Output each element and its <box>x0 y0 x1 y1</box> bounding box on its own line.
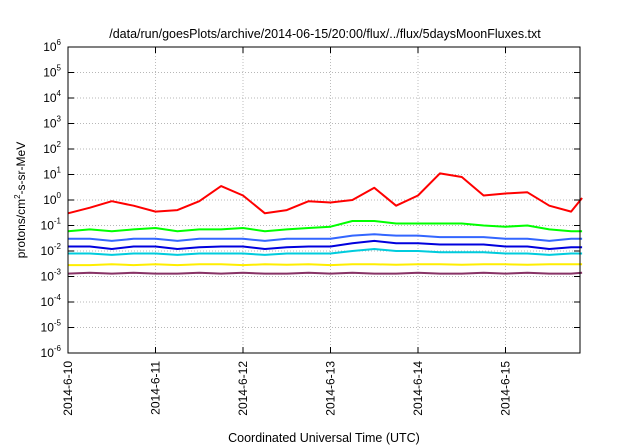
y-tick-label: 10-5 <box>41 319 62 335</box>
x-tick-label: 2014-6-10 <box>61 361 75 416</box>
y-tick-label: 100 <box>43 191 61 207</box>
y-tick-label: 105 <box>43 64 61 80</box>
y-axis-label-rest: -s-sr-MeV <box>14 142 28 195</box>
y-tick-label-base: 10 <box>41 244 55 258</box>
series-group <box>67 172 583 275</box>
grid <box>67 46 580 354</box>
y-axis-label: protons/cm2-s-sr-MeV <box>13 142 28 258</box>
y-tick-label: 10-2 <box>41 242 62 258</box>
series-line-6 <box>68 263 583 267</box>
y-tick-label-exp: 2 <box>57 140 62 149</box>
ticks: 10-610-510-410-310-210-11001011021031041… <box>41 38 580 416</box>
y-tick-label: 10-4 <box>41 293 62 309</box>
y-tick-label-exp: -2 <box>54 242 62 251</box>
y-tick-label-exp: 1 <box>57 166 62 175</box>
y-tick-label: 103 <box>43 115 61 131</box>
series-line-5 <box>68 248 583 256</box>
y-tick-label: 102 <box>43 140 61 156</box>
y-tick-label-exp: 5 <box>57 64 62 73</box>
series-line-7 <box>67 271 583 275</box>
series-line-3 <box>68 233 583 242</box>
y-tick-label-exp: 3 <box>57 115 62 124</box>
y-tick-label: 10-6 <box>41 344 62 360</box>
x-tick-label: 2014-6-13 <box>324 361 338 416</box>
y-tick-label-base: 10 <box>41 270 55 284</box>
y-tick-label-base: 10 <box>43 117 57 131</box>
x-tick-label: 2014-6-11 <box>149 361 163 415</box>
x-tick-label: 2014-6-15 <box>499 361 513 416</box>
y-tick-label-base: 10 <box>41 219 55 233</box>
x-axis-label: Coordinated Universal Time (UTC) <box>228 431 420 445</box>
y-tick-label-base: 10 <box>43 66 57 80</box>
x-tick-label: 2014-6-12 <box>236 361 250 416</box>
y-tick-label: 104 <box>43 89 61 105</box>
y-tick-label-exp: 6 <box>57 38 62 47</box>
y-tick-label-base: 10 <box>43 193 57 207</box>
y-tick-label-exp: -6 <box>54 344 62 353</box>
y-axis-label-sup: 2 <box>13 194 22 199</box>
y-tick-label: 10-3 <box>41 268 62 284</box>
y-tick-label-exp: -1 <box>54 217 62 226</box>
y-tick-label-base: 10 <box>43 40 57 54</box>
series-line-2 <box>67 220 583 233</box>
y-tick-label-exp: -3 <box>54 268 62 277</box>
y-tick-label: 101 <box>43 166 61 182</box>
y-tick-label-exp: -4 <box>54 293 62 302</box>
y-tick-label-base: 10 <box>41 321 55 335</box>
series-line-1 <box>67 172 583 215</box>
series-line-4 <box>68 239 583 250</box>
y-axis-label-base: protons/cm <box>14 199 28 258</box>
y-tick-label-base: 10 <box>43 168 57 182</box>
y-tick-label: 106 <box>43 38 61 54</box>
y-tick-label-base: 10 <box>41 346 55 360</box>
y-tick-label-base: 10 <box>43 142 57 156</box>
y-tick-label: 10-1 <box>41 217 62 233</box>
y-tick-label-base: 10 <box>41 295 55 309</box>
y-tick-label-exp: -5 <box>54 319 62 328</box>
y-tick-label-exp: 0 <box>57 191 62 200</box>
y-tick-label-base: 10 <box>43 91 57 105</box>
x-tick-label: 2014-6-14 <box>411 361 425 416</box>
y-tick-label-exp: 4 <box>57 89 62 98</box>
chart-title: /data/run/goesPlots/archive/2014-06-15/2… <box>109 27 541 41</box>
